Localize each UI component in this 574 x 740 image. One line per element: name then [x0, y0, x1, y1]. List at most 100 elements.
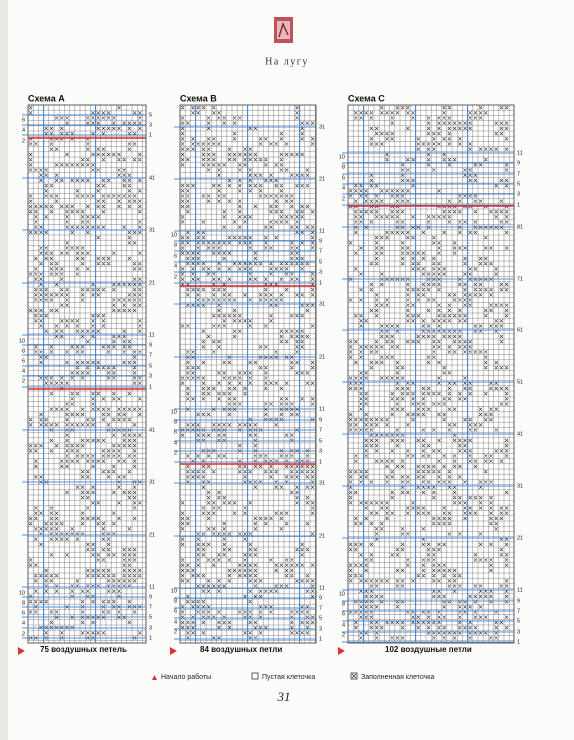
stitch-count: 84 воздушных петли	[200, 645, 282, 654]
grid-cells	[348, 105, 514, 643]
start-marker	[170, 647, 177, 655]
binding-edge	[0, 0, 8, 740]
row-number: 3	[517, 191, 520, 197]
row-number: 7	[517, 608, 520, 614]
row-number: 3	[149, 122, 152, 128]
filled-cells	[180, 105, 315, 640]
legend: Начало работы Пустая клеточка Заполненна…	[152, 672, 434, 681]
row-number: 3	[149, 373, 152, 379]
filled-cells	[348, 105, 509, 640]
row-number: 4	[22, 620, 25, 626]
row-number: 4	[22, 127, 25, 133]
row-number: 1	[319, 636, 322, 642]
scheme-title: Схема C	[348, 93, 385, 103]
row-number: 1	[149, 384, 152, 390]
row-number: 7	[149, 352, 152, 358]
row-number: 4	[342, 185, 345, 191]
row-number: 41	[149, 427, 155, 433]
logo	[274, 17, 293, 43]
row-number: 11	[319, 406, 325, 412]
row-number: 51	[517, 379, 523, 385]
row-number: 9	[319, 238, 322, 244]
row-number: 21	[319, 354, 325, 360]
row-number: 6	[342, 611, 345, 617]
row-number: 5	[517, 181, 520, 187]
start-marker	[18, 647, 25, 655]
legend-label: Заполненная клеточка	[361, 674, 434, 681]
row-number: 1	[517, 202, 520, 208]
row-number: 4	[342, 622, 345, 628]
row-number: 9	[149, 594, 152, 600]
row-number: 81	[517, 224, 523, 230]
row-number: 5	[319, 615, 322, 621]
row-number: 31	[149, 479, 155, 485]
page-number: 31	[277, 689, 291, 704]
row-number: 31	[319, 480, 325, 486]
row-number: 1	[319, 280, 322, 286]
row-number: 11	[319, 585, 325, 591]
row-number: 41	[517, 431, 523, 437]
row-number: 5	[319, 438, 322, 444]
row-number: 11	[319, 228, 325, 234]
row-number: 1	[149, 132, 152, 138]
row-number: 3	[149, 625, 152, 631]
row-number: 6	[174, 429, 177, 435]
row-number: 1	[517, 639, 520, 645]
row-number: 8	[22, 348, 25, 354]
row-number: 2	[342, 196, 345, 202]
row-number: 10	[339, 591, 345, 597]
row-number: 6	[174, 253, 177, 259]
row-number: 2	[174, 274, 177, 280]
guide-lines	[174, 105, 316, 643]
legend-label: Пустая клеточка	[262, 674, 315, 681]
stitch-count: 75 воздушных петель	[40, 645, 127, 654]
row-number: 10	[19, 338, 25, 344]
start-marker	[338, 647, 345, 655]
guide-lines	[342, 105, 514, 643]
stitch-count: 102 воздушные петли	[385, 645, 472, 654]
row-number: 8	[174, 419, 177, 425]
row-number: 21	[517, 535, 523, 541]
row-number: 6	[22, 117, 25, 123]
row-number: 6	[22, 610, 25, 616]
row-number: 5	[149, 363, 152, 369]
row-number: 31	[319, 124, 325, 130]
row-number: 3	[517, 629, 520, 635]
row-number: 2	[22, 378, 25, 384]
row-number: 71	[517, 276, 523, 282]
row-number: 1	[149, 635, 152, 641]
row-number: 8	[342, 164, 345, 170]
row-number: 2	[22, 631, 25, 637]
row-number: 9	[517, 598, 520, 604]
row-number: 10	[171, 409, 177, 415]
row-number: 41	[149, 175, 155, 181]
row-number: 3	[319, 626, 322, 632]
row-number: 5	[149, 614, 152, 620]
row-number: 11	[517, 587, 523, 593]
row-number: 11	[149, 332, 155, 338]
row-number: 4	[174, 619, 177, 625]
row-number: 31	[517, 483, 523, 489]
row-number: 7	[319, 427, 322, 433]
row-number: 31	[319, 301, 325, 307]
row-number: 10	[171, 232, 177, 238]
row-number: 6	[22, 358, 25, 364]
filled-cells	[28, 105, 142, 640]
row-number: 8	[174, 242, 177, 248]
row-number: 8	[22, 600, 25, 606]
row-number: 6	[174, 608, 177, 614]
row-number: 31	[149, 227, 155, 233]
row-number: 11	[517, 150, 523, 156]
row-number: 2	[342, 632, 345, 638]
row-number: 6	[342, 175, 345, 181]
row-number: 3	[319, 448, 322, 454]
row-number: 9	[517, 160, 520, 166]
row-number: 21	[149, 280, 155, 286]
row-number: 10	[339, 154, 345, 160]
row-number: 4	[174, 263, 177, 269]
scheme-title: Схема A	[28, 93, 65, 103]
row-number: 7	[319, 248, 322, 254]
row-number: 10	[19, 590, 25, 596]
